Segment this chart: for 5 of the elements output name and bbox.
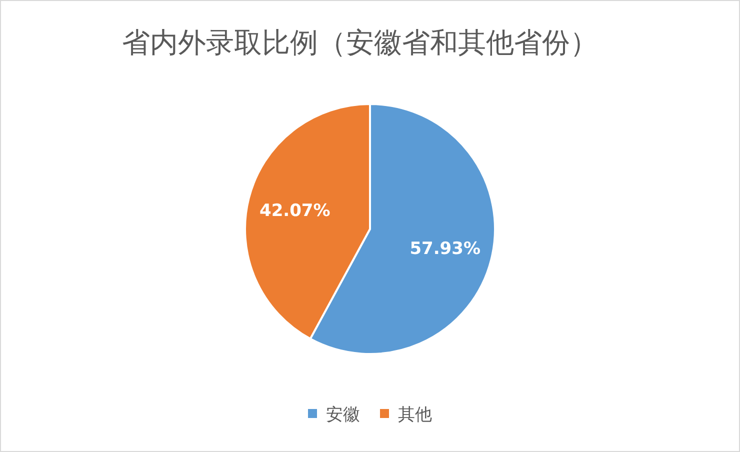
data-label: 42.07%	[259, 200, 330, 221]
chart-title: 省内外录取比例（安徽省和其他省份）	[122, 26, 598, 59]
data-label: 57.93%	[410, 239, 481, 260]
legend-label: 其他	[398, 405, 432, 425]
legend-label: 安徽	[326, 405, 360, 425]
